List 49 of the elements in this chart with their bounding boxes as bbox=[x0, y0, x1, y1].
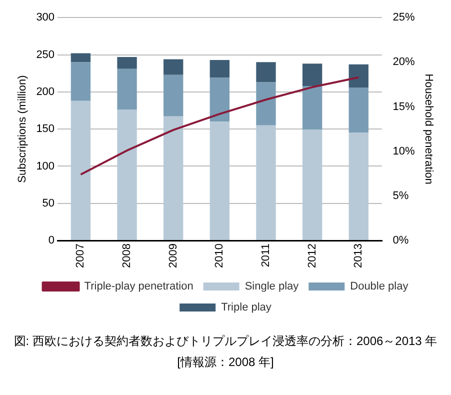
y2-tick-label: 25% bbox=[392, 12, 416, 24]
x-tick-label: 2013 bbox=[352, 244, 365, 268]
bar bbox=[210, 60, 230, 78]
bar bbox=[70, 100, 91, 240]
bar bbox=[210, 122, 230, 240]
y2-tick-label: 0% bbox=[392, 234, 409, 247]
x-tick-label: 2009 bbox=[167, 244, 180, 268]
text: [情報源：2008 年] bbox=[176, 354, 275, 371]
y2-tick-label: 5% bbox=[392, 190, 409, 202]
y-axis-title: Subscriptions (million) bbox=[16, 75, 29, 183]
y-tick-label: 150 bbox=[36, 123, 55, 136]
y-tick-label: 100 bbox=[36, 160, 55, 172]
bar bbox=[348, 87, 368, 133]
x-tick-label: 2008 bbox=[121, 244, 134, 268]
legend-label: Triple-play penetration bbox=[84, 280, 194, 293]
bar bbox=[210, 78, 230, 122]
bar bbox=[256, 82, 276, 126]
bar bbox=[70, 53, 91, 62]
y-tick-label: 0 bbox=[48, 234, 55, 247]
y2-tick-label: 20% bbox=[392, 56, 416, 68]
x-tick-label: 2010 bbox=[214, 244, 226, 268]
bar bbox=[302, 130, 322, 240]
bar bbox=[256, 62, 276, 82]
y2-tick-label: 15% bbox=[392, 100, 416, 113]
bar bbox=[256, 125, 276, 240]
bar bbox=[164, 116, 184, 240]
y-tick-label: 50 bbox=[42, 197, 55, 210]
y2-tick-label: 10% bbox=[392, 145, 416, 158]
x-tick-label: 2011 bbox=[260, 244, 272, 268]
bar bbox=[164, 74, 184, 116]
bar bbox=[117, 56, 137, 69]
y-tick-label: 200 bbox=[36, 86, 55, 98]
legend-label: Single play bbox=[244, 280, 300, 293]
bar bbox=[164, 59, 184, 75]
bar bbox=[302, 86, 322, 130]
bar bbox=[348, 64, 368, 88]
y-tick-label: 250 bbox=[36, 48, 55, 61]
bar bbox=[348, 132, 368, 240]
legend-label: Double play bbox=[350, 280, 409, 293]
y2-axis-title: Household penetration bbox=[422, 74, 434, 184]
x-tick-label: 2007 bbox=[74, 244, 87, 268]
bar bbox=[70, 62, 91, 101]
x-tick-label: 2012 bbox=[306, 244, 318, 268]
y-tick-label: 300 bbox=[36, 12, 55, 24]
bar bbox=[302, 64, 322, 86]
bar bbox=[117, 110, 137, 240]
bar bbox=[117, 68, 137, 110]
text: 図: 西欧における契約者数およびトリプルプレイ浸透率の分析：2006～2013 年 bbox=[12, 333, 438, 350]
legend-label: Triple play bbox=[221, 302, 272, 314]
